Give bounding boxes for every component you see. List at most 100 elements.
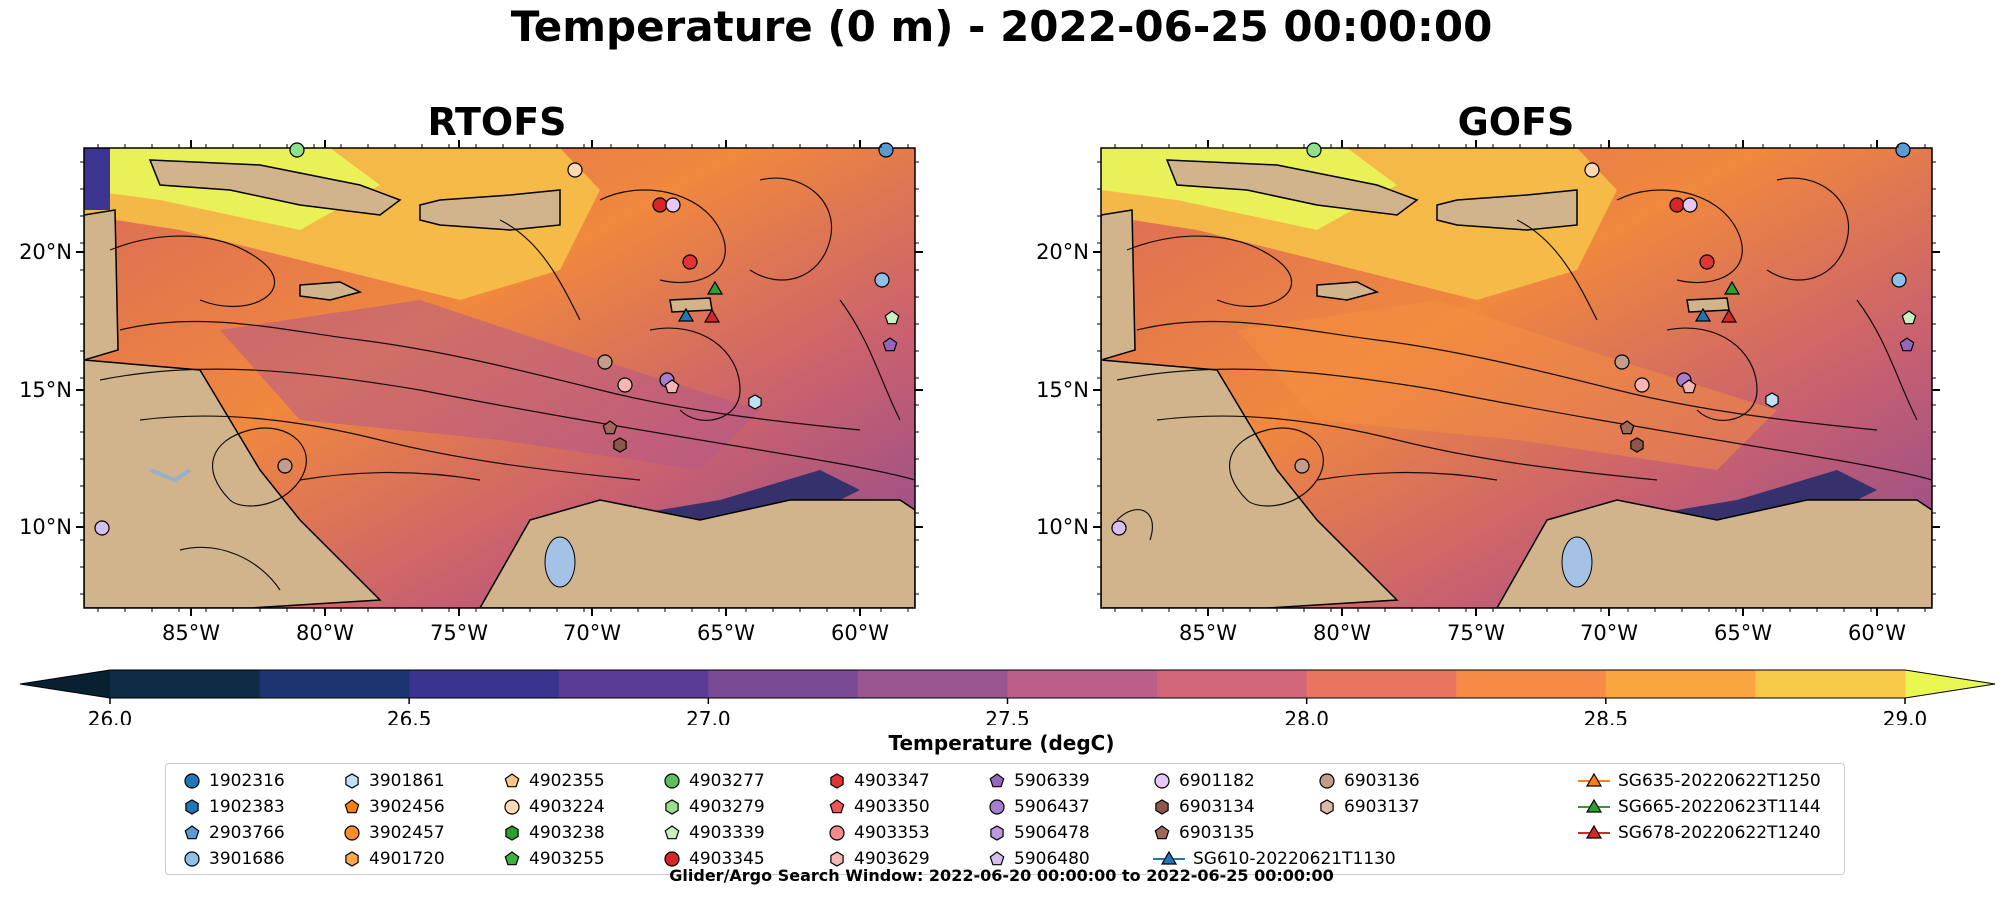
legend-marker-icon [184,773,200,789]
map-marker [677,307,695,322]
colorbar-tick-label: 29.0 [1883,707,1928,725]
map-marker [652,197,668,213]
search-window-caption: Glider/Argo Search Window: 2022-06-20 00… [669,866,1334,885]
legend-entry: 1902316 [181,770,285,792]
lon-label: 75°W [1447,621,1505,645]
legend-marker [1319,773,1335,789]
lat-label: 20°N [19,240,72,264]
map-marker [1634,377,1650,393]
lat-label: 10°N [19,515,72,539]
observation-markers-rtofs [94,142,900,536]
legend-marker-icon [830,773,844,789]
legend-marker-icon [345,773,359,789]
legend-label: 4903224 [529,797,605,817]
legend-marker [989,773,1005,788]
land-south-america [1496,499,1932,608]
legend-label: 6903134 [1179,797,1255,817]
legend-marker [664,851,680,867]
land-yucatan [84,209,119,361]
lake-nicaragua [149,468,192,483]
maps-svg: 20°N 15°N 10°N 85°W 80°W 75°W 70°W 65°W 60°W 20°… [19,140,1940,645]
map-panel-gofs: GOFS [1000,100,2003,660]
land-puerto-rico [669,297,713,313]
legend: 1902316 1902383 2903766 3901686 3901861 39024… [165,763,1845,875]
legend-label: 6903137 [1344,797,1420,817]
legend-marker [184,773,200,789]
legend-entry: 5906339 [986,770,1090,792]
legend-entry: 4903345 [661,848,765,870]
legend-entry: 5906480 [986,848,1090,870]
legend-entry: 4903347 [826,770,930,792]
map-title-rtofs: RTOFS [427,100,567,144]
colorbar-segment [259,670,410,698]
legend-marker-icon [1154,773,1170,789]
legend-marker [829,825,845,841]
colorbar-segment [1007,670,1158,698]
map-marker [1294,458,1310,474]
lon-label: 70°W [563,621,621,645]
legend-entry: 4901720 [341,848,445,870]
legend-marker [505,825,519,841]
legend-marker-icon [1578,772,1610,787]
legend-entry: 3902457 [341,822,445,844]
colorbar-segment [857,670,1008,698]
colorbar-segment [1755,670,1906,698]
streamlines [1116,177,1932,541]
legend-marker [1155,799,1169,815]
legend-entry: 4903277 [661,770,765,792]
colorbar-extend-low [20,670,110,698]
legend-entry: 5906478 [986,822,1090,844]
land-cuba [148,159,402,216]
observation-markers-gofs [1111,142,1917,536]
legend-entry: 2903766 [181,822,285,844]
legend-marker [1320,799,1334,815]
lat-label: 10°N [1036,515,1089,539]
lake-maracaibo [1561,536,1593,588]
legend-label: 4901720 [369,849,445,869]
legend-marker [504,773,520,788]
legend-entry: SG610-20220621T1130 [1151,848,1396,870]
legend-label: 1902316 [209,771,285,791]
lat-label: 15°N [1036,378,1089,402]
map-marker [1681,379,1697,394]
map-marker [1614,354,1630,370]
legend-entry: 6903136 [1316,770,1420,792]
legend-label: 4903255 [529,849,605,869]
legend-label: 4903353 [854,823,930,843]
legend-marker-icon [1155,799,1169,815]
legend-entry: 6901182 [1151,770,1255,792]
lon-label: 85°W [162,621,220,645]
legend-entry: 4903238 [501,822,605,844]
legend-entry: 4903224 [501,796,605,818]
colorbar-ticks: 26.0 26.5 27.0 27.5 28.0 28.5 29.0 [88,698,1928,725]
land-hispaniola [1436,189,1578,231]
legend-marker-icon [504,851,520,866]
map-marker [1901,310,1917,325]
land-jamaica [299,281,363,301]
map-marker [884,310,900,325]
legend-label: 4903277 [689,771,765,791]
figure-title: Temperature (0 m) - 2022-06-25 00:00:00 [510,2,1493,51]
legend-marker [1154,825,1170,840]
colorbar-tick-label: 27.5 [985,707,1030,725]
legend-marker [989,799,1005,815]
map-marker [664,379,680,394]
colorbar-segments [19,669,1996,699]
map-area-gofs [1101,148,1932,608]
legend-label: 3902456 [369,797,445,817]
legend-label: 5906339 [1014,771,1090,791]
legend-label: 4903629 [854,849,930,869]
legend-marker-icon [1578,824,1610,839]
legend-marker-icon [665,799,679,815]
colorbar-segment [409,670,560,698]
map-marker [94,520,110,536]
legend-marker [504,799,520,815]
colorbar-segment [1306,670,1457,698]
legend-marker-icon [664,825,680,840]
map-marker [1723,280,1741,295]
legend-marker [1154,773,1170,789]
legend-label: 4903238 [529,823,605,843]
map-area-rtofs [84,148,915,608]
legend-marker-icon [1578,798,1610,813]
legend-marker [1160,850,1178,865]
